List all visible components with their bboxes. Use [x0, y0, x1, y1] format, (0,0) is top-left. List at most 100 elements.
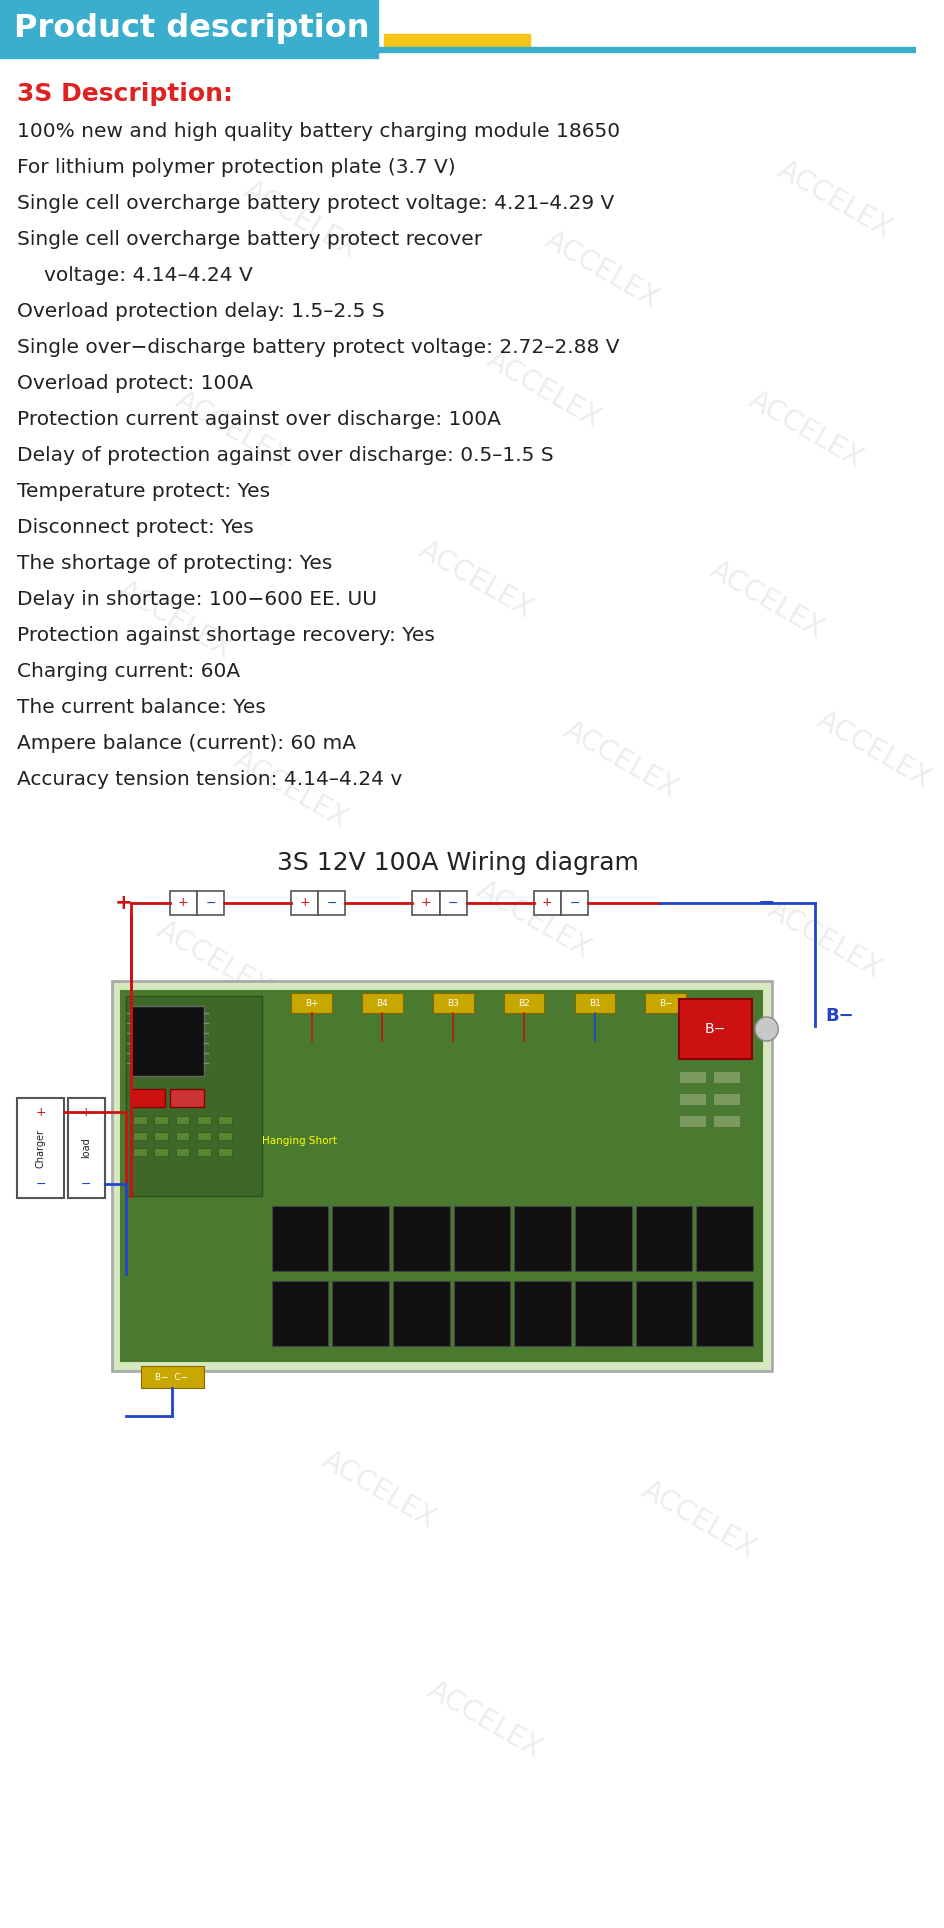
- Bar: [218, 1116, 232, 1124]
- Text: Temperature protect: Yes: Temperature protect: Yes: [18, 482, 271, 501]
- Bar: [379, 46, 916, 52]
- Text: The shortage of protecting: Yes: The shortage of protecting: Yes: [18, 553, 333, 573]
- Text: ACCELEX: ACCELEX: [763, 897, 886, 983]
- Bar: [170, 891, 197, 916]
- Bar: [635, 1207, 692, 1271]
- Text: ACCELEX: ACCELEX: [316, 1446, 441, 1535]
- Bar: [133, 1132, 146, 1139]
- Text: B2: B2: [518, 999, 530, 1008]
- Bar: [646, 993, 686, 1012]
- Text: ACCELEX: ACCELEX: [423, 1675, 548, 1764]
- Bar: [176, 1132, 189, 1139]
- Bar: [561, 891, 588, 916]
- Bar: [575, 993, 615, 1012]
- Bar: [714, 1093, 740, 1105]
- Text: −: −: [81, 1178, 92, 1190]
- Text: For lithium polymer protection plate (3.7 V): For lithium polymer protection plate (3.…: [18, 158, 456, 177]
- Text: 100% new and high quality battery charging module 18650: 100% new and high quality battery chargi…: [18, 121, 620, 141]
- Bar: [332, 1207, 389, 1271]
- Circle shape: [755, 1016, 778, 1041]
- Bar: [454, 1280, 511, 1346]
- Text: Charging current: 60A: Charging current: 60A: [18, 661, 241, 681]
- Text: ACCELEX: ACCELEX: [540, 1035, 664, 1124]
- Text: Disconnect protect: Yes: Disconnect protect: Yes: [18, 519, 254, 538]
- Text: Protection against shortage recovery: Yes: Protection against shortage recovery: Ye…: [18, 627, 435, 646]
- Bar: [218, 1132, 232, 1139]
- Text: −: −: [448, 897, 459, 910]
- Bar: [393, 1280, 449, 1346]
- Text: ACCELEX: ACCELEX: [229, 746, 353, 835]
- Bar: [680, 1093, 706, 1105]
- Text: Ampere balance (current): 60 mA: Ampere balance (current): 60 mA: [18, 735, 357, 754]
- Bar: [291, 891, 318, 916]
- Text: ACCELEX: ACCELEX: [559, 715, 683, 804]
- Text: ACCELEX: ACCELEX: [413, 536, 537, 625]
- Bar: [714, 1114, 740, 1128]
- Bar: [141, 1367, 204, 1388]
- Bar: [533, 891, 561, 916]
- Text: −: −: [36, 1178, 46, 1190]
- Text: ACCELEX: ACCELEX: [812, 706, 936, 794]
- Bar: [126, 997, 262, 1195]
- Text: ACCELEX: ACCELEX: [151, 916, 276, 1004]
- Text: Single over−discharge battery protect voltage: 2.72–2.88 V: Single over−discharge battery protect vo…: [18, 337, 620, 357]
- Bar: [68, 1099, 105, 1197]
- Bar: [291, 993, 332, 1012]
- Bar: [111, 981, 771, 1371]
- Text: ACCELEX: ACCELEX: [472, 875, 596, 964]
- Text: load: load: [81, 1138, 92, 1159]
- Text: Charger: Charger: [36, 1128, 45, 1168]
- Bar: [432, 993, 474, 1012]
- Text: Delay in shortage: 100−600 EE. UU: Delay in shortage: 100−600 EE. UU: [18, 590, 378, 609]
- Bar: [575, 1280, 632, 1346]
- Text: voltage: 4.14–4.24 V: voltage: 4.14–4.24 V: [43, 266, 252, 285]
- Bar: [0, 0, 379, 58]
- Text: B−: B−: [704, 1022, 726, 1035]
- Text: −: −: [206, 897, 216, 910]
- Bar: [197, 1132, 211, 1139]
- Text: ACCELEX: ACCELEX: [772, 156, 897, 243]
- Bar: [18, 1099, 64, 1197]
- Bar: [197, 1147, 211, 1157]
- Bar: [154, 1132, 168, 1139]
- Text: ACCELEX: ACCELEX: [637, 1477, 761, 1564]
- Text: ACCELEX: ACCELEX: [704, 555, 829, 644]
- Text: +: +: [178, 897, 189, 910]
- Bar: [131, 1089, 165, 1107]
- Bar: [332, 1280, 389, 1346]
- Bar: [697, 1207, 753, 1271]
- Bar: [131, 1006, 204, 1076]
- Bar: [133, 1116, 146, 1124]
- Text: +: +: [36, 1105, 46, 1118]
- Text: 3S 12V 100A Wiring diagram: 3S 12V 100A Wiring diagram: [278, 850, 639, 875]
- Bar: [154, 1147, 168, 1157]
- Bar: [197, 891, 224, 916]
- Bar: [176, 1147, 189, 1157]
- Bar: [362, 993, 403, 1012]
- Bar: [122, 991, 762, 1361]
- Text: ACCELEX: ACCELEX: [229, 1066, 353, 1153]
- Text: B3: B3: [447, 999, 459, 1008]
- Text: Product description: Product description: [13, 13, 369, 44]
- Text: ACCELEX: ACCELEX: [112, 576, 237, 663]
- Text: ACCELEX: ACCELEX: [744, 386, 868, 474]
- Text: +: +: [114, 893, 132, 914]
- Bar: [272, 1280, 329, 1346]
- Text: Delay of protection against over discharge: 0.5–1.5 S: Delay of protection against over dischar…: [18, 445, 554, 465]
- Text: −: −: [569, 897, 580, 910]
- Text: Overload protect: 100A: Overload protect: 100A: [18, 374, 254, 393]
- Bar: [697, 1280, 753, 1346]
- Text: Hanging Short: Hanging Short: [262, 1136, 337, 1145]
- Text: B−: B−: [659, 999, 672, 1008]
- Bar: [197, 1116, 211, 1124]
- Bar: [393, 1207, 449, 1271]
- Text: ACCELEX: ACCELEX: [239, 175, 362, 264]
- Text: Single cell overcharge battery protect recover: Single cell overcharge battery protect r…: [18, 229, 482, 249]
- Text: B−  C−: B− C−: [155, 1373, 189, 1382]
- Bar: [575, 1207, 632, 1271]
- Text: +: +: [421, 897, 431, 910]
- Text: Protection current against over discharge: 100A: Protection current against over discharg…: [18, 411, 501, 430]
- Bar: [680, 1070, 706, 1084]
- Text: −: −: [758, 893, 775, 914]
- Bar: [635, 1280, 692, 1346]
